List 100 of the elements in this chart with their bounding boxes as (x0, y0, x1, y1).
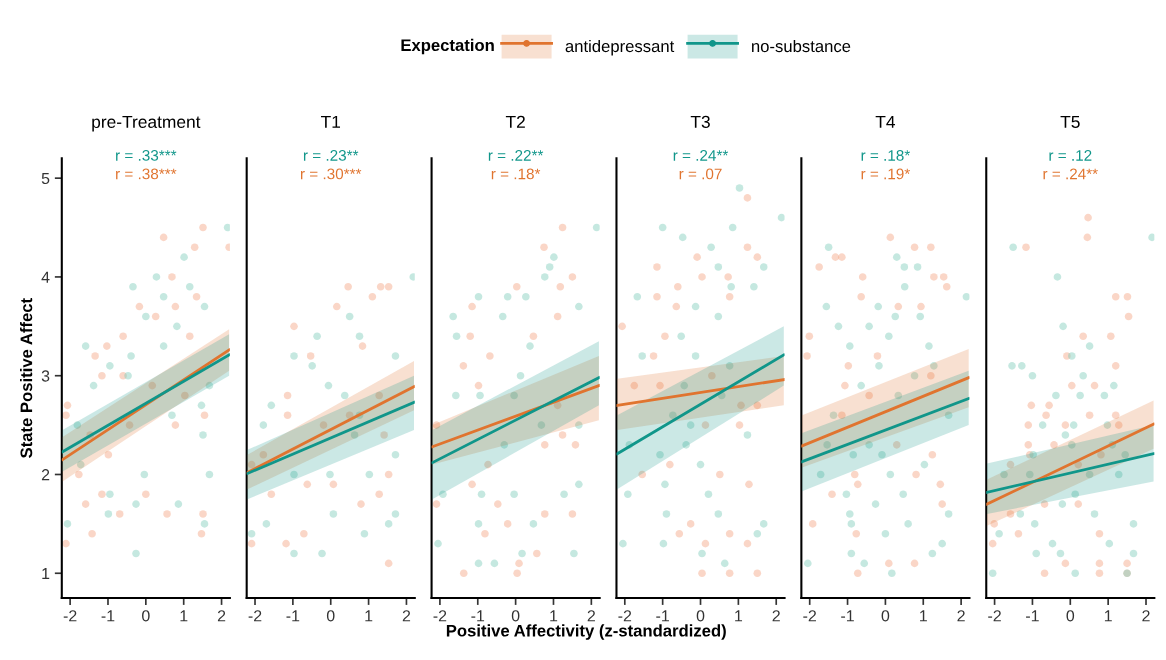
point (1069, 421, 1078, 429)
point (135, 302, 144, 311)
y-tick-label: 5 (41, 172, 50, 185)
point (332, 302, 341, 311)
point (743, 243, 752, 252)
x-tick-label: 1 (1104, 610, 1112, 622)
point (1056, 549, 1065, 558)
point (152, 273, 161, 281)
point (1085, 342, 1094, 350)
point (540, 510, 549, 518)
annotation: r = .19* (861, 168, 911, 180)
x-tick-label: 0 (881, 610, 890, 622)
point (917, 302, 925, 311)
point (846, 510, 854, 518)
point (674, 283, 682, 291)
point (459, 569, 468, 578)
point (259, 421, 268, 429)
point (529, 520, 538, 528)
point (815, 263, 823, 271)
point (1095, 529, 1104, 538)
point (571, 441, 580, 449)
point (199, 431, 207, 439)
point (725, 569, 734, 578)
point (904, 520, 912, 528)
point (707, 243, 715, 252)
point (824, 243, 833, 252)
point (842, 490, 851, 499)
point (885, 559, 893, 568)
x-tick-label: 0 (326, 610, 335, 622)
point (391, 450, 400, 459)
point (936, 480, 945, 489)
point (283, 391, 292, 400)
point (1090, 381, 1099, 390)
point (834, 322, 843, 331)
point (1048, 539, 1057, 548)
x-tick-label: -2 (63, 610, 77, 622)
point (262, 520, 271, 528)
point (1129, 549, 1138, 558)
point (384, 283, 393, 291)
point (197, 401, 206, 410)
point (619, 539, 627, 548)
point (192, 292, 201, 301)
point (185, 332, 194, 340)
point (103, 342, 111, 350)
point (777, 213, 785, 222)
point (267, 401, 276, 410)
point (159, 342, 168, 350)
point (910, 243, 919, 252)
point (857, 292, 865, 301)
point (560, 490, 568, 499)
point (205, 470, 214, 479)
point (358, 342, 367, 350)
point (98, 371, 106, 380)
point (540, 243, 548, 252)
point (345, 312, 354, 321)
point (529, 332, 538, 340)
point (714, 510, 723, 518)
point (698, 549, 706, 558)
point (1111, 292, 1120, 301)
point (468, 302, 476, 311)
y-tick-label: 3 (41, 370, 50, 382)
point (753, 529, 762, 538)
point (1076, 391, 1084, 400)
point (1068, 381, 1076, 390)
point (920, 460, 929, 469)
point (171, 302, 180, 311)
point (857, 381, 865, 390)
legend-label: antidepressant (565, 39, 675, 56)
point (1123, 559, 1131, 568)
point (1045, 401, 1053, 410)
x-tick-label: 0 (1066, 610, 1075, 622)
point (355, 332, 364, 340)
point (481, 529, 489, 538)
point (716, 470, 724, 479)
point (452, 391, 460, 400)
point (313, 332, 321, 340)
y-tick-label: 2 (41, 469, 50, 481)
point (930, 273, 938, 281)
point (944, 510, 953, 518)
point (159, 292, 168, 301)
point (575, 480, 583, 489)
point (283, 411, 292, 420)
point (132, 549, 140, 558)
point (899, 490, 907, 499)
point (913, 263, 922, 271)
point (912, 470, 920, 479)
point (962, 292, 970, 301)
point (649, 352, 658, 360)
point (1085, 411, 1094, 420)
point (1016, 510, 1025, 518)
point (526, 342, 534, 350)
point (725, 292, 734, 301)
point (174, 500, 183, 508)
point (745, 480, 753, 489)
point (190, 243, 199, 252)
point (168, 273, 176, 281)
point (516, 371, 525, 380)
point (822, 302, 831, 311)
point (720, 559, 729, 568)
x-tick-label: 0 (142, 610, 150, 622)
